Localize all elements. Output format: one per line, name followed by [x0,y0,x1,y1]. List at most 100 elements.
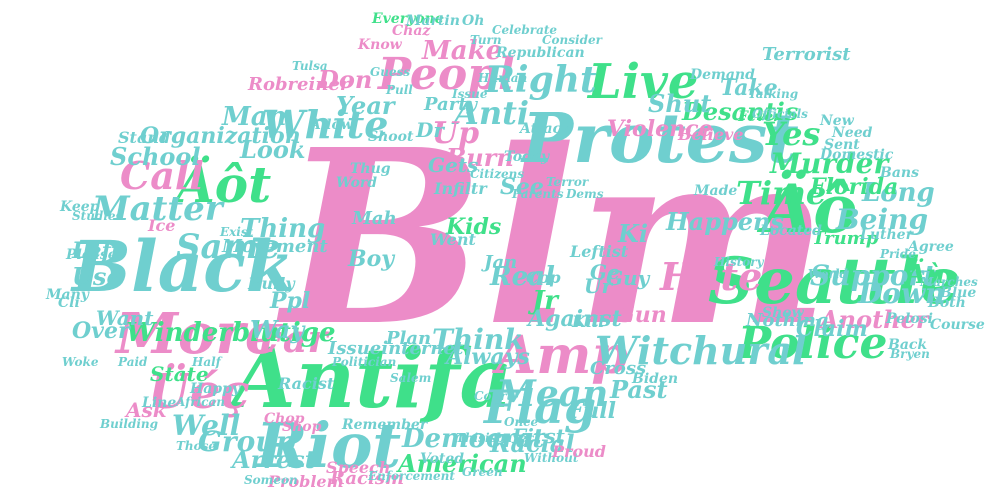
cloud-word-kill: Kill [572,312,605,331]
cloud-word-need: Need [832,125,873,141]
cloud-word-human: Human [478,71,528,85]
cloud-word-more: More [116,301,281,367]
cloud-word-always: Always [446,344,530,370]
cloud-word-up: Up [432,116,480,151]
cloud-word-hate: Hate [660,254,763,299]
cloud-word-speech: Speech [326,458,391,477]
cloud-word-agree: Agree [908,239,954,255]
cloud-word-ppl: Ppl [270,288,311,314]
cloud-word-cross: Cross [590,358,647,379]
cloud-word-full: Full [568,398,616,424]
cloud-word-mah: Mah [352,208,397,229]
cloud-word-desantis: Desantis [682,97,799,126]
cloud-word-enforcement: Enforcement [368,469,455,483]
cloud-word-make: Make [422,36,503,66]
cloud-word-way: Way [250,315,305,344]
cloud-word-flag: Flag [484,380,597,434]
cloud-word-please: Please [66,247,117,263]
cloud-word-marches: Marches [920,275,978,289]
cloud-word-believe: Believe [678,125,744,144]
cloud-word-yes: Yes [762,115,821,153]
cloud-word-remember: Remember [342,417,428,433]
cloud-word-course: Course [930,317,985,333]
cloud-word-white: White [262,102,389,147]
cloud-word-domestic: Domestic [820,147,894,163]
cloud-word-guess: Guess [370,65,411,79]
cloud-word-shop: Shop [282,419,322,435]
cloud-word-biden: Biden [632,371,679,387]
cloud-word-half: Half [192,355,221,369]
cloud-word-seattle: Seattle [708,244,961,319]
cloud-word-building: Building [100,417,159,431]
cloud-word-burn: Burn [446,143,514,172]
cloud-word-arrest: Arrest [232,445,316,474]
cloud-word-keep: Keep [60,199,100,215]
cloud-word-support: Support [810,259,937,292]
cloud-word-movement: Movement [222,236,328,257]
cloud-word-cop: Cop [526,268,561,287]
cloud-word-aot: Äôt [176,155,272,214]
cloud-word-ask: Ask [126,398,167,422]
cloud-word-exist: Exist [220,225,254,239]
cloud-word-want: Want [96,306,154,330]
cloud-word-anti: Anti [454,94,530,132]
cloud-word-once: Once [504,415,539,429]
cloud-word-thug: Thug [350,161,391,177]
cloud-word-florida: Florida [810,174,899,200]
cloud-word-shut: Shut [648,89,712,118]
cloud-word-real: Real [490,262,555,292]
cloud-word-blm: Blm [282,97,830,379]
cloud-word-boy: Boy [348,246,395,272]
cloud-word-democrat: Democrat [402,424,545,454]
cloud-word-jan: Jan [484,252,518,273]
cloud-word-gun: Gun [616,302,667,328]
cloud-word-against: Against [528,306,622,332]
cloud-word-oh: Oh [462,13,485,29]
cloud-word-without: Without [524,451,579,465]
cloud-word-another: Another [820,305,929,334]
cloud-word-murder: Murder [770,147,889,180]
cloud-word-amp: Amp [496,325,628,386]
cloud-word-organization: Organization [140,123,301,149]
cloud-word-racism: Racism [330,468,405,489]
cloud-word-shoot: Shoot [368,129,414,145]
cloud-word-robreiner: Robreiner [248,74,350,95]
cloud-word-party: Party [424,94,477,115]
cloud-word-both: Both [928,295,966,311]
cloud-word-left: Left [72,238,122,264]
cloud-word-talking: Talking [748,87,799,101]
cloud-word-pull: Pull [386,83,413,97]
cloud-word-claim: Claim [796,316,868,342]
cloud-word-salem: Salem [390,371,432,385]
cloud-word-blue: Blue [940,285,977,301]
cloud-word-allow: Allow [310,117,353,133]
cloud-word-well: Well [172,409,241,442]
cloud-word-ice: Ice [148,216,176,235]
cloud-word-happens: Happens [666,207,785,236]
cloud-word-police: Police [738,318,888,369]
cloud-word-back: Back [888,337,928,353]
cloud-word-made: Made [694,183,738,199]
cloud-word-take: Take [720,75,778,101]
cloud-word-bans: Bans [880,165,919,181]
cloud-word-demand: Demand [690,67,755,83]
cloud-word-don: Don [318,65,373,94]
cloud-word-plan: Plan [386,328,432,349]
cloud-word-chaz: Chaz [392,23,431,39]
cloud-word-chop: Chop [264,411,305,427]
cloud-word-went: Went [430,230,476,249]
cloud-word-politician: Politician [332,355,397,369]
cloud-word-racial: Racial [490,429,575,458]
cloud-word-long: Long [862,178,935,208]
cloud-word-republican: Republican [496,45,585,61]
cloud-word-everyone: Everyone [372,11,444,27]
cloud-word-new: New [820,113,854,129]
cloud-word-luther: Luther [860,227,913,243]
cloud-word-woke: Woke [62,355,99,369]
cloud-word-terrorist: Terrorist [762,44,851,65]
cloud-word-parents: Parents [512,187,564,201]
cloud-word-green: Green [462,465,503,479]
cloud-word-studies: Studies [72,209,123,223]
cloud-word-school: School [110,142,201,171]
cloud-word-celebrate: Celebrate [492,23,558,37]
